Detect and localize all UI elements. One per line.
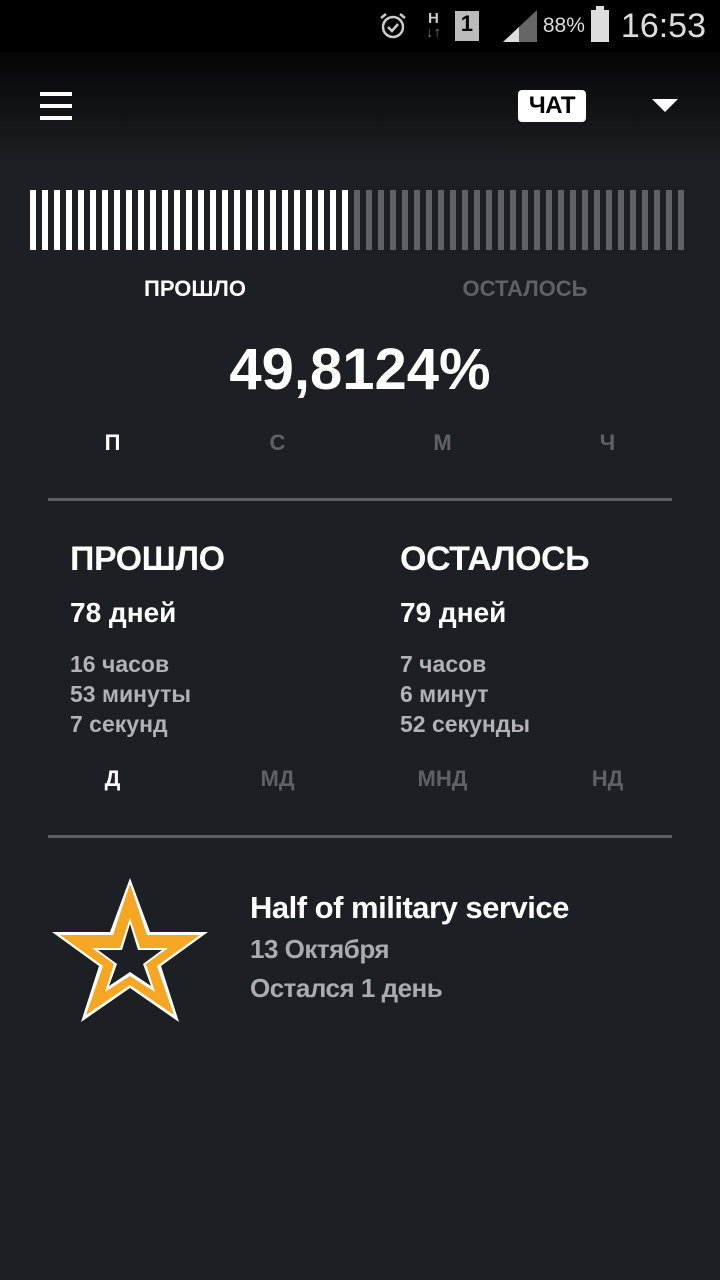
unit-tab-nd[interactable]: НД (591, 766, 624, 791)
progress-stripe-filled (150, 190, 156, 250)
progress-stripe-empty (666, 190, 672, 250)
progress-stripe-filled (330, 190, 336, 250)
progress-stripe-empty (594, 190, 600, 250)
progress-stripe-filled (54, 190, 60, 250)
progress-stripe-filled (210, 190, 216, 250)
progress-stripe-empty (498, 190, 504, 250)
remaining-hours: 7 часов (400, 651, 487, 677)
progress-stripe-empty (474, 190, 480, 250)
remaining-section: ОСТАЛОСЬ 79 дней 7 часов 6 минут 52 секу… (400, 540, 590, 739)
unit-tab-mnd[interactable]: МНД (417, 766, 468, 791)
progress-stripe-empty (522, 190, 528, 250)
passed-days: 78 дней (70, 597, 177, 628)
progress-stripe-filled (66, 190, 72, 250)
progress-stripe-filled (222, 190, 228, 250)
progress-stripe-empty (546, 190, 552, 250)
passed-title: ПРОШЛО (70, 540, 225, 578)
progress-stripe-filled (282, 190, 288, 250)
progress-stripe-filled (294, 190, 300, 250)
progress-stripe-filled (258, 190, 264, 250)
progress-stripe-empty (642, 190, 648, 250)
mode-tab-m[interactable]: М (433, 430, 452, 455)
progress-stripe-filled (198, 190, 204, 250)
passed-minutes: 53 минуты (70, 681, 191, 707)
progress-stripe-empty (678, 190, 684, 250)
remaining-title: ОСТАЛОСЬ (400, 540, 590, 578)
passed-tab[interactable]: ПРОШЛО (144, 276, 246, 301)
progress-stripe-filled (138, 190, 144, 250)
progress-stripe-filled (306, 190, 312, 250)
app-bar (0, 52, 720, 162)
progress-stripe-empty (654, 190, 660, 250)
percent-value: 49,8124% (229, 337, 491, 402)
progress-stripe-empty (366, 190, 372, 250)
hamburger-menu-icon[interactable] (40, 92, 72, 120)
event-remaining: Остался 1 день (250, 973, 443, 1003)
battery-icon (590, 6, 609, 42)
divider (48, 835, 672, 838)
progress-stripe-empty (450, 190, 456, 250)
divider (48, 498, 672, 501)
progress-stripe-empty (390, 190, 396, 250)
progress-stripe-filled (78, 190, 84, 250)
progress-stripe-empty (630, 190, 636, 250)
progress-stripe-empty (414, 190, 420, 250)
remaining-seconds: 52 секунды (400, 711, 530, 737)
alarm-icon (380, 13, 406, 39)
triangle-down-icon[interactable] (652, 99, 678, 112)
passed-seconds: 7 секунд (70, 711, 168, 737)
progress-stripe-filled (42, 190, 48, 250)
event-title: Half of military service (250, 890, 569, 925)
progress-stripe-filled (114, 190, 120, 250)
progress-stripe-empty (426, 190, 432, 250)
progress-stripe-empty (510, 190, 516, 250)
status-bar: H ↓↑ 1 88% 16:53 (0, 0, 720, 52)
progress-stripe-filled (270, 190, 276, 250)
progress-stripe-filled (342, 190, 348, 250)
progress-stripe-empty (570, 190, 576, 250)
progress-stripe-filled (318, 190, 324, 250)
progress-stripe-filled (234, 190, 240, 250)
army-star-icon (52, 878, 208, 1022)
progress-stripe-empty (618, 190, 624, 250)
h-network-icon: H ↓↑ (425, 10, 441, 41)
progress-stripe-empty (378, 190, 384, 250)
passed-section: ПРОШЛО 78 дней 16 часов 53 минуты 7 секу… (70, 540, 225, 739)
unit-tab-d[interactable]: Д (104, 766, 121, 791)
event-date: 13 Октября (250, 934, 390, 964)
progress-stripe-empty (402, 190, 408, 250)
remaining-minutes: 6 минут (400, 681, 489, 707)
event-item[interactable]: Half of military service 13 Октября Оста… (250, 890, 569, 1004)
progress-stripe-empty (486, 190, 492, 250)
sim-1-icon: 1 (454, 11, 479, 41)
progress-stripe-empty (582, 190, 588, 250)
progress-stripe-filled (186, 190, 192, 250)
clock: 16:53 (620, 6, 706, 45)
unit-tab-md[interactable]: МД (260, 766, 295, 791)
battery-percent: 88% (542, 14, 585, 37)
progress-stripe-empty (558, 190, 564, 250)
progress-stripe-empty (534, 190, 540, 250)
remaining-tab[interactable]: ОСТАЛОСЬ (462, 276, 588, 301)
progress-stripe-filled (174, 190, 180, 250)
mode-tab-p[interactable]: П (104, 430, 121, 455)
mode-tab-s[interactable]: С (269, 430, 286, 455)
progress-bar (30, 190, 684, 250)
remaining-days: 79 дней (400, 597, 507, 628)
progress-stripe-empty (438, 190, 444, 250)
progress-stripe-filled (126, 190, 132, 250)
progress-stripe-filled (90, 190, 96, 250)
progress-stripe-filled (102, 190, 108, 250)
progress-stripe-filled (246, 190, 252, 250)
signal-icon (502, 10, 537, 42)
progress-stripe-empty (354, 190, 360, 250)
mode-tab-ch[interactable]: Ч (599, 430, 616, 455)
progress-stripe-filled (162, 190, 168, 250)
progress-stripe-empty (606, 190, 612, 250)
progress-stripe-filled (30, 190, 36, 250)
passed-hours: 16 часов (70, 651, 170, 677)
chat-button[interactable]: ЧАТ (518, 90, 586, 122)
progress-stripe-empty (462, 190, 468, 250)
